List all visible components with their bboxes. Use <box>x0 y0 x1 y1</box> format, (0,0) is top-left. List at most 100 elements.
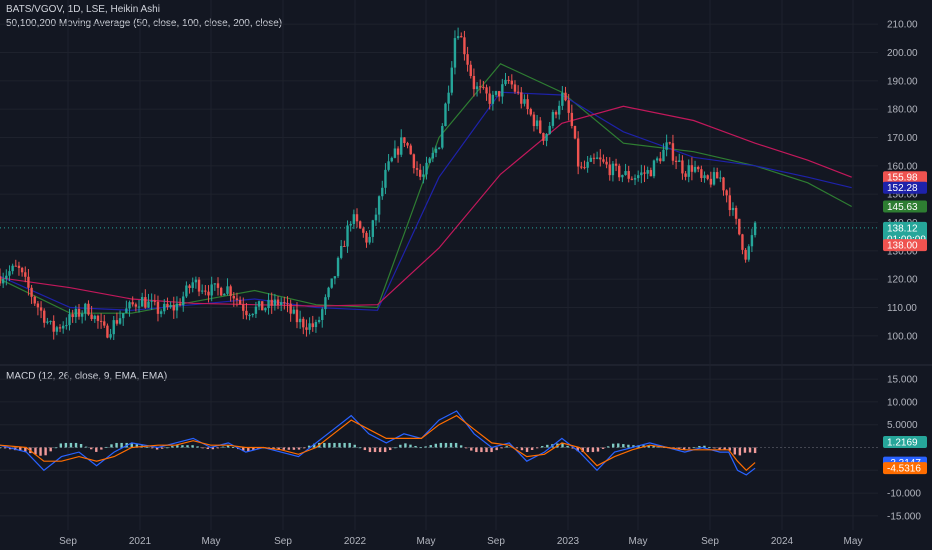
candle-body <box>475 86 479 90</box>
histogram-bar <box>191 445 194 448</box>
x-tick-label: 2024 <box>771 536 794 547</box>
candle-body <box>744 249 747 260</box>
macd-tick-label: 15.000 <box>887 375 918 386</box>
histogram-bar <box>424 446 427 448</box>
y-tick-label: 190.00 <box>887 76 918 87</box>
candle-body <box>74 309 78 318</box>
candle-body <box>61 325 65 329</box>
histogram-bar <box>566 445 569 448</box>
histogram-bar <box>617 443 620 448</box>
candle-body <box>709 178 713 185</box>
histogram-bar <box>307 445 311 448</box>
candle-body <box>93 315 96 320</box>
candle-body <box>715 172 719 179</box>
candle-body <box>738 218 741 235</box>
candle-body <box>251 313 254 316</box>
histogram-bar <box>373 447 377 453</box>
candle-body <box>153 300 157 302</box>
y-tick-label: 160.00 <box>887 161 918 172</box>
candle-body <box>355 214 359 222</box>
histogram-bar <box>703 445 706 448</box>
candle-body <box>159 311 163 314</box>
histogram-bar <box>647 445 650 448</box>
histogram-bar <box>287 447 291 450</box>
candle-body <box>298 318 302 323</box>
signal-value-tag <box>883 462 927 475</box>
candle-body <box>109 334 112 338</box>
candle-body <box>415 168 419 170</box>
candle-body <box>343 245 346 247</box>
candle-body <box>131 302 134 305</box>
symbol-legend[interactable]: BATS/VGOV, 1D, LSE, Heikin Ashi <box>6 4 160 15</box>
ma-legend[interactable]: 50,100,200 Moving Average (50, close, 10… <box>6 18 283 29</box>
histogram-bar <box>54 447 57 449</box>
candle-body <box>750 235 754 247</box>
candle-body <box>204 290 207 292</box>
ma-50-line <box>0 63 852 314</box>
candle-body <box>87 303 90 315</box>
macd-legend[interactable]: MACD (12, 26, close, 9, EMA, EMA) <box>6 371 168 382</box>
candle-body <box>463 37 466 55</box>
candle-body <box>150 300 153 302</box>
candle-body <box>11 265 14 272</box>
histogram-bar <box>459 445 463 448</box>
candle-body <box>589 157 592 162</box>
histogram-bar <box>292 447 296 450</box>
candle-body <box>741 234 744 250</box>
candle-body <box>390 157 393 162</box>
x-tick-label: May <box>844 536 863 547</box>
macd-tick-label: 5.0000 <box>887 420 918 431</box>
candle-body <box>488 93 491 104</box>
candle-body <box>188 285 191 288</box>
ma-200-line <box>0 105 852 307</box>
histogram-bar <box>186 445 189 448</box>
candle-body <box>254 306 258 314</box>
price-tags: 155.98152.28145.63138.1201:09:09138.001.… <box>883 171 927 475</box>
histogram-bar <box>358 447 362 449</box>
y-tick-label: 110.00 <box>887 303 917 314</box>
histogram-bar <box>353 444 356 448</box>
macd-line <box>0 410 756 476</box>
candle-body <box>428 158 431 163</box>
histogram-bar <box>176 445 179 448</box>
candle-body <box>99 320 103 322</box>
macd-hist-tag-label: 1.2169 <box>887 437 918 448</box>
ma50-tag-label: 145.63 <box>887 202 918 213</box>
histogram-bar <box>606 446 610 448</box>
histogram-bar <box>525 447 529 452</box>
candle-body <box>731 207 735 211</box>
histogram-bar <box>231 447 235 448</box>
candle-body <box>611 163 615 176</box>
candle-body <box>646 170 649 174</box>
candle-body <box>668 142 671 144</box>
candle-body <box>216 283 220 288</box>
y-tick-label: 180.00 <box>887 105 918 116</box>
candle-body <box>703 175 706 179</box>
candle-body <box>583 167 586 169</box>
histogram-bar <box>206 447 209 450</box>
candle-body <box>501 84 504 97</box>
candle-body <box>49 320 52 322</box>
candle-body <box>292 309 296 314</box>
histogram-bar <box>596 447 600 452</box>
candle-body <box>681 160 684 174</box>
x-tick-label: May <box>629 536 648 547</box>
histogram-bar <box>495 447 498 451</box>
candle-body <box>283 302 286 304</box>
candle-body <box>349 223 352 226</box>
candle-body <box>393 148 397 158</box>
histogram-bar <box>100 447 103 450</box>
candle-body <box>753 222 757 236</box>
histogram-bar <box>718 447 721 450</box>
histogram-bar <box>449 442 453 448</box>
histogram-bar <box>216 447 220 449</box>
x-tick-label: 2022 <box>344 536 367 547</box>
candle-body <box>245 310 248 316</box>
candle-body <box>602 159 605 162</box>
candle-body <box>671 143 675 161</box>
candle-body <box>599 157 602 160</box>
candle-body <box>58 327 62 329</box>
candle-body <box>144 297 147 308</box>
candle-body <box>362 228 365 233</box>
